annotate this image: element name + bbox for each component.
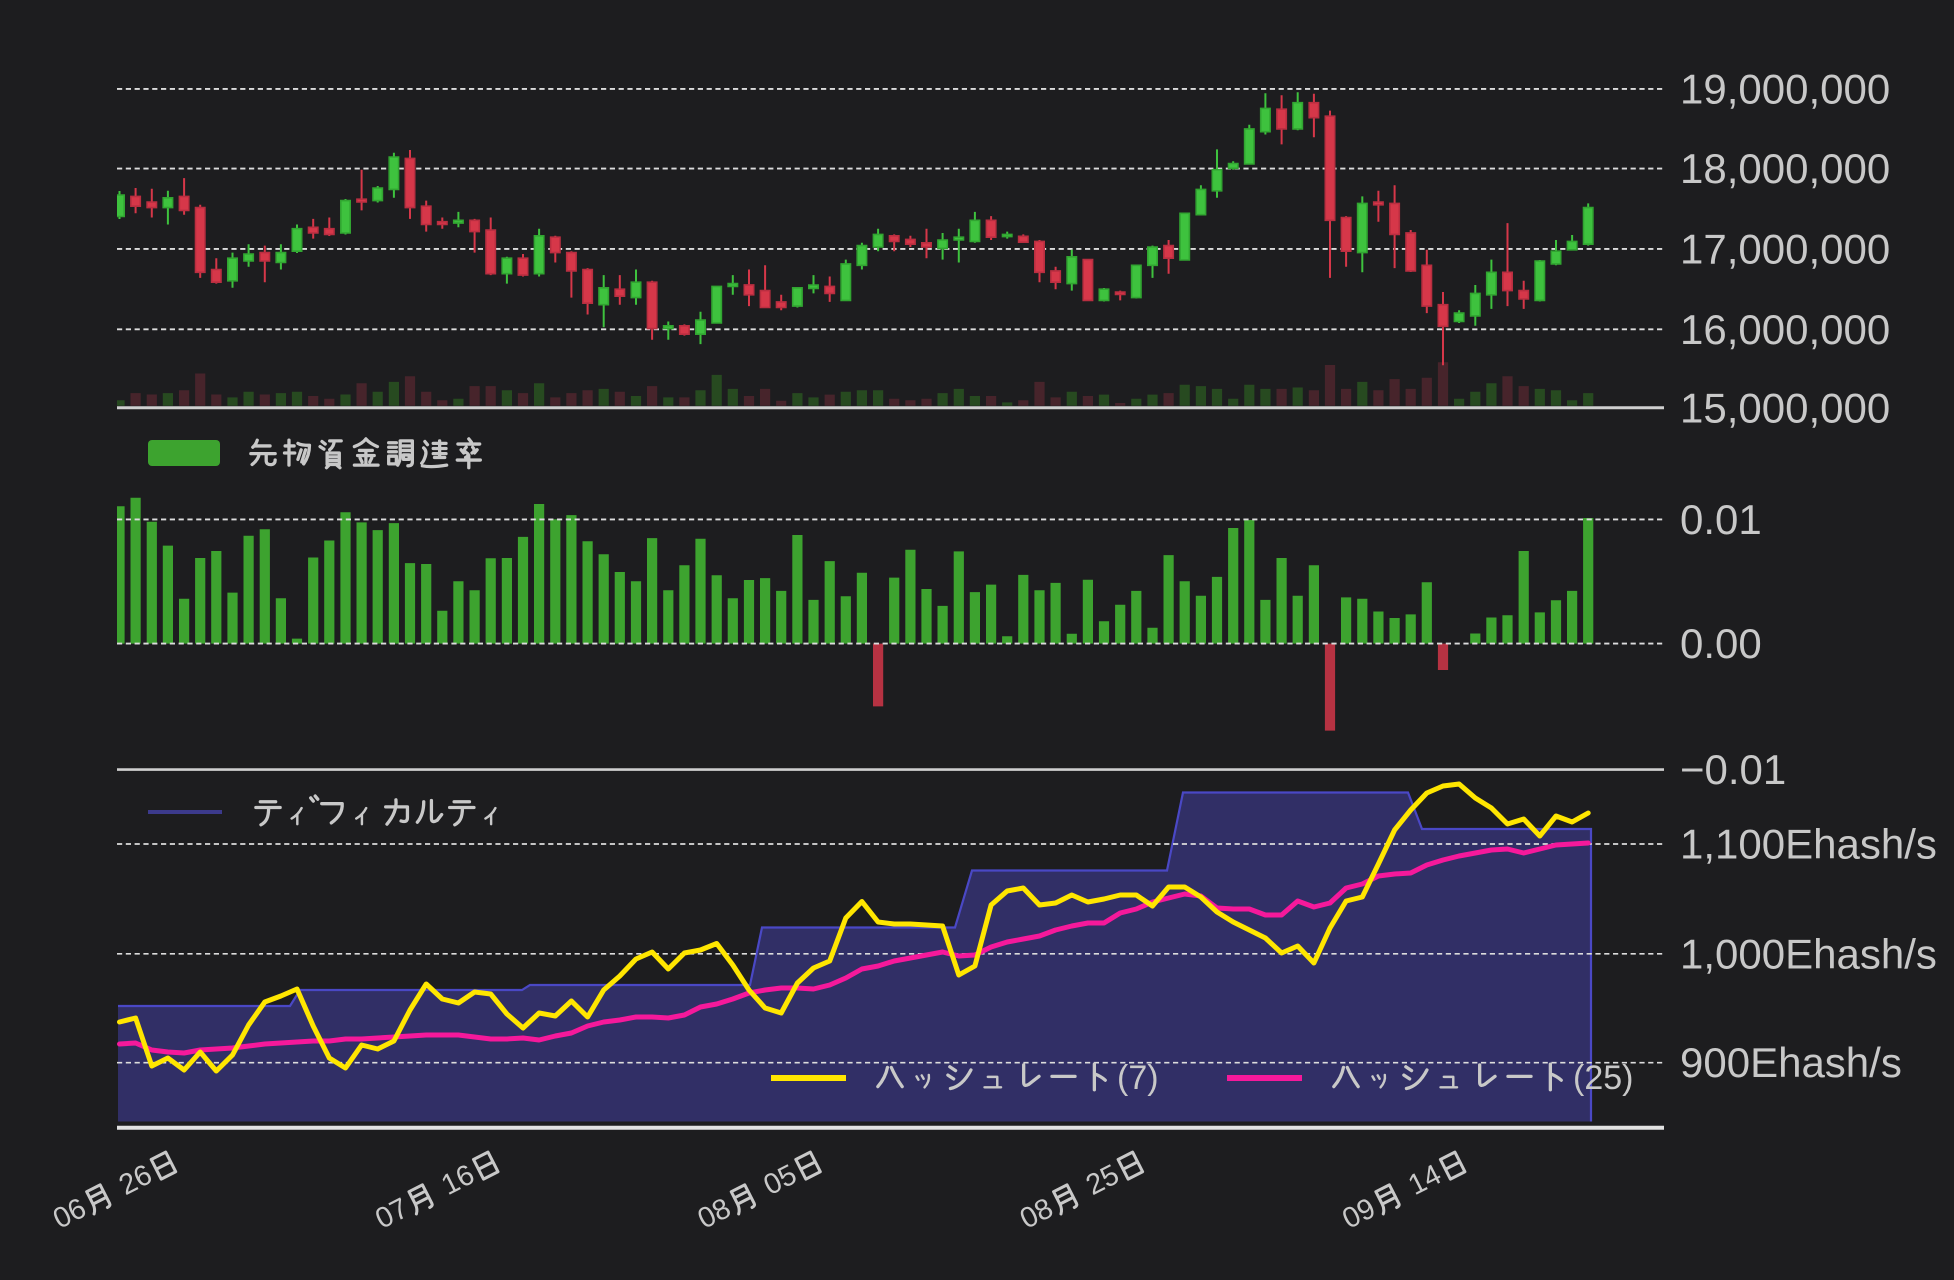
svg-text:17,000,000: 17,000,000 bbox=[1680, 225, 1890, 272]
svg-text:18,000,000: 18,000,000 bbox=[1680, 145, 1890, 192]
svg-text:1,000Ehash/s: 1,000Ehash/s bbox=[1680, 930, 1937, 977]
svg-text:900Ehash/s: 900Ehash/s bbox=[1680, 1039, 1902, 1086]
svg-text:(25): (25) bbox=[1573, 1059, 1633, 1097]
svg-text:(7): (7) bbox=[1117, 1059, 1159, 1097]
svg-text:1,100Ehash/s: 1,100Ehash/s bbox=[1680, 821, 1937, 868]
svg-text:15,000,000: 15,000,000 bbox=[1680, 384, 1890, 431]
svg-text:−0.01: −0.01 bbox=[1680, 746, 1786, 793]
svg-text:19,000,000: 19,000,000 bbox=[1680, 65, 1890, 112]
svg-text:0.01: 0.01 bbox=[1680, 496, 1762, 543]
svg-text:0.00: 0.00 bbox=[1680, 620, 1762, 667]
svg-text:16,000,000: 16,000,000 bbox=[1680, 306, 1890, 353]
